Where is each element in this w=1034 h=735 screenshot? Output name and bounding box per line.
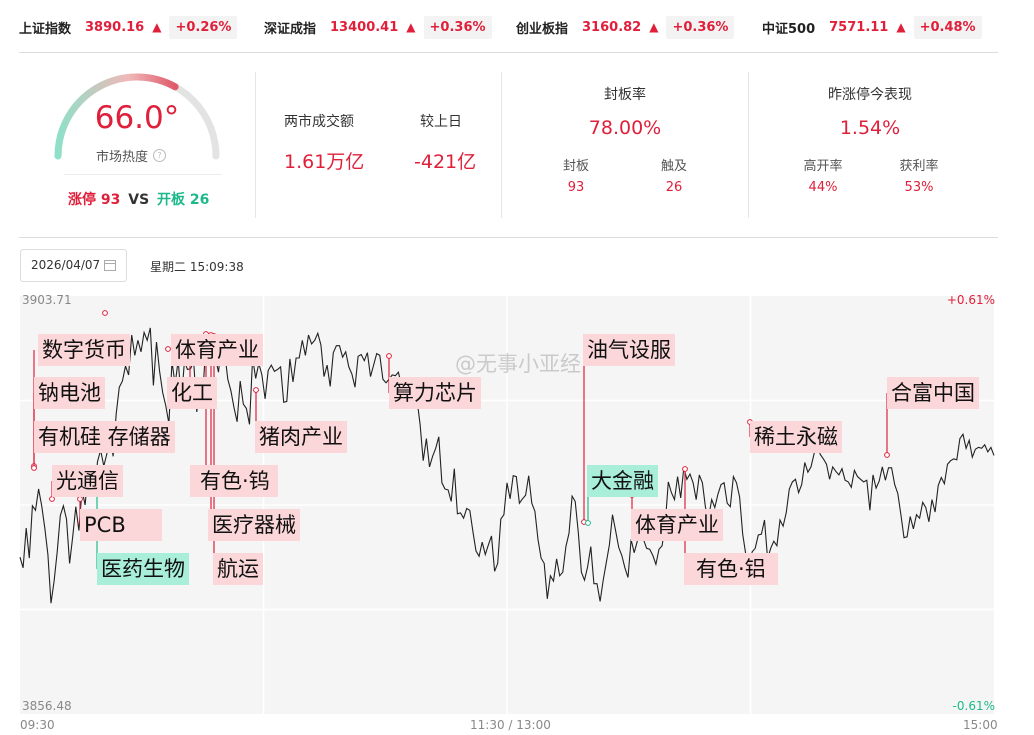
gauge-fill — [54, 73, 179, 160]
compare-value: -421亿 — [414, 151, 477, 173]
annotation-tag[interactable]: 光通信 — [52, 465, 123, 497]
x-tick-label: 15:00 — [963, 718, 998, 732]
annotation-tag[interactable]: 大金融 — [587, 465, 658, 497]
annotation-tag[interactable]: 医药生物 — [97, 553, 189, 585]
y-top-label: 3903.71 — [22, 293, 72, 307]
vs-text: VS — [128, 192, 150, 208]
ticker-change: +0.48% — [913, 15, 982, 39]
annotation-marker — [682, 466, 688, 472]
annotation-tag[interactable]: 化工 — [167, 377, 217, 409]
up-arrow-icon: ▲ — [406, 20, 416, 34]
yesterday-value: 1.54% — [839, 117, 901, 139]
annotation-tag[interactable]: 钠电池 — [34, 377, 105, 409]
divider — [19, 237, 998, 238]
annotation-tag[interactable]: 有机硅 存储器 — [34, 421, 175, 453]
annotation-tag[interactable]: 体育产业 — [631, 509, 723, 541]
x-tick-label: 09:30 — [20, 718, 55, 732]
turnover-label: 两市成交额 — [284, 114, 354, 130]
profit-value: 53% — [904, 180, 934, 195]
date-picker[interactable]: 2026/04/07 — [20, 249, 127, 282]
divider — [501, 72, 502, 218]
ticker-name: 上证指数 — [19, 21, 72, 37]
ticker-sh[interactable]: 上证指数 3890.16 ▲ +0.26% — [19, 14, 238, 40]
ticker-name: 创业板指 — [516, 21, 569, 37]
ticker-value: 3160.82 — [582, 19, 642, 35]
ticker-sz[interactable]: 深证成指 13400.41 ▲ +0.36% — [264, 14, 492, 40]
watermark: @无事小亚经 — [455, 352, 581, 376]
annotation-tag[interactable]: 航运 — [213, 553, 263, 585]
high-open-value: 44% — [808, 180, 838, 195]
annotation-marker — [585, 520, 591, 526]
annotation-tag[interactable]: 医疗器械 — [208, 509, 300, 541]
limit-up-count: 93 — [100, 192, 121, 208]
touched-label: 触及 — [660, 159, 687, 174]
annotation-tag[interactable]: 合富中国 — [887, 377, 979, 409]
ticker-change: +0.26% — [169, 15, 238, 39]
ticker-value: 3890.16 — [85, 19, 145, 35]
ticker-change: +0.36% — [666, 15, 735, 39]
sealed-label: 封板 — [562, 159, 589, 174]
limit-up-label: 涨停 — [68, 192, 96, 208]
divider — [748, 72, 749, 218]
heat-label-row: 市场热度 ? — [96, 146, 167, 165]
heat-gauge — [54, 73, 220, 160]
help-icon[interactable]: ? — [153, 149, 167, 162]
limit-stats: 涨停 93 VS 开板 26 — [68, 189, 209, 209]
ticker-value: 7571.11 — [829, 19, 889, 35]
divider — [19, 52, 998, 53]
high-open-label: 高开率 — [803, 159, 843, 174]
ticker-name: 中证500 — [762, 21, 816, 37]
annotation-tag[interactable]: PCB — [80, 509, 162, 541]
seal-rate-label: 封板率 — [604, 87, 646, 103]
annotation-tag[interactable]: 稀土永磁 — [750, 421, 842, 453]
ticker-name: 深证成指 — [264, 21, 317, 37]
heat-label: 市场热度 — [96, 150, 149, 165]
date-value: 2026/04/07 — [31, 258, 101, 272]
index-ticker-bar: 上证指数 3890.16 ▲ +0.26% 深证成指 13400.41 ▲ +0… — [0, 0, 1000, 52]
sealed-value: 93 — [567, 180, 585, 195]
compare-label: 较上日 — [420, 114, 462, 130]
up-arrow-icon: ▲ — [152, 20, 162, 34]
annotation-marker — [77, 496, 83, 502]
profit-label: 获利率 — [899, 159, 939, 174]
open-label: 开板 — [157, 192, 186, 208]
ticker-cyb[interactable]: 创业板指 3160.82 ▲ +0.36% — [516, 14, 735, 40]
weekday-time: 星期二 15:09:38 — [150, 260, 244, 274]
annotation-tag[interactable]: 数字货币 — [38, 334, 130, 366]
divider — [64, 174, 222, 175]
annotation-marker — [31, 465, 37, 471]
yesterday-label: 昨涨停今表现 — [828, 87, 912, 103]
y-bottom-label: 3856.48 — [22, 699, 72, 713]
ticker-zz500[interactable]: 中证500 7571.11 ▲ +0.48% — [762, 14, 982, 40]
annotation-tag[interactable]: 猪肉产业 — [255, 421, 347, 453]
heat-value: 66.0° — [94, 100, 180, 136]
annotation-tag[interactable]: 有色·钨 — [190, 465, 278, 497]
annotation-marker — [102, 310, 108, 316]
annotation-marker — [49, 496, 55, 502]
open-count: 26 — [189, 192, 210, 208]
pct-bottom-label: -0.61% — [952, 699, 995, 713]
touched-value: 26 — [665, 180, 683, 195]
divider — [255, 72, 256, 218]
annotation-marker — [884, 452, 890, 458]
turnover-value: 1.61万亿 — [284, 151, 365, 173]
calendar-icon — [104, 260, 116, 271]
annotation-tag[interactable]: 体育产业 — [171, 334, 263, 366]
x-tick-label: 11:30 / 13:00 — [470, 718, 551, 732]
annotation-tag[interactable]: 算力芯片 — [389, 377, 481, 409]
annotation-tag[interactable]: 油气设服 — [583, 334, 675, 366]
annotation-marker — [165, 346, 171, 352]
seal-rate-value: 78.00% — [588, 117, 662, 139]
up-arrow-icon: ▲ — [649, 20, 659, 34]
ticker-change: +0.36% — [423, 15, 492, 39]
pct-top-label: +0.61% — [946, 293, 995, 307]
annotation-tag[interactable]: 有色·铝 — [684, 553, 778, 585]
ticker-value: 13400.41 — [330, 19, 399, 35]
annotation-marker — [253, 387, 259, 393]
up-arrow-icon: ▲ — [896, 20, 906, 34]
annotation-marker — [386, 353, 392, 359]
